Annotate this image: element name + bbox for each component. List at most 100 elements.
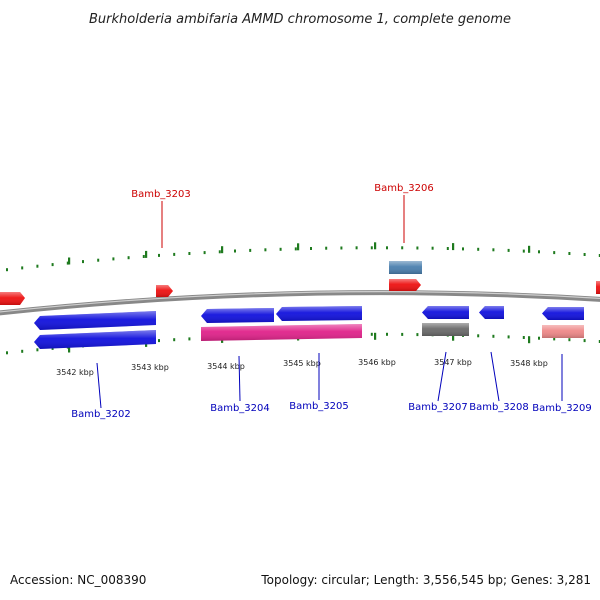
upper-minor-tick: [598, 254, 600, 257]
leader-line-3204: [238, 355, 241, 402]
map-title: Burkholderia ambifaria AMMD chromosome 1…: [89, 12, 511, 27]
leader-line-3208: [490, 351, 500, 402]
upper-minor-tick: [21, 266, 24, 270]
upper-minor-tick: [431, 246, 434, 250]
upper-minor-tick: [127, 256, 130, 260]
upper-minor-tick: [446, 247, 449, 250]
forward-leader-lines: [161, 195, 405, 248]
gene-forward-3206[interactable]: [389, 279, 421, 291]
upper-major-tick: [452, 243, 455, 251]
upper-major-tick: [68, 257, 71, 265]
leader-line-3202: [96, 362, 102, 409]
upper-minor-tick: [370, 246, 373, 250]
gene-label-3207[interactable]: Bamb_3207: [408, 402, 468, 413]
reverse-leader-lines: [96, 351, 563, 409]
lower-major-tick: [68, 345, 71, 353]
upper-minor-tick: [568, 252, 571, 255]
gene-reverse-3208[interactable]: [479, 306, 504, 319]
gene-feature-steel[interactable]: [389, 261, 422, 274]
tick-label-3545: 3545 kbp: [283, 359, 321, 368]
accession-text: Accession: NC_008390: [10, 573, 147, 587]
upper-minor-tick: [553, 251, 556, 255]
gene-label-3204[interactable]: Bamb_3204: [210, 403, 270, 414]
upper-minor-tick: [173, 252, 176, 256]
gene-label-3208[interactable]: Bamb_3208: [469, 402, 529, 413]
chromosome-backbone: [0, 290, 600, 316]
upper-minor-tick: [416, 246, 419, 250]
gene-reverse-3202-b[interactable]: [34, 330, 156, 349]
upper-minor-tick: [203, 251, 206, 255]
gene-reverse-3204[interactable]: [201, 308, 274, 323]
upper-minor-tick: [66, 261, 69, 265]
upper-minor-tick: [401, 246, 404, 250]
upper-minor-tick: [492, 248, 495, 252]
upper-minor-ticks: [6, 246, 600, 272]
upper-minor-tick: [507, 248, 510, 252]
upper-minor-tick: [51, 263, 54, 267]
tick-label-3548: 3548 kbp: [510, 359, 548, 368]
upper-minor-tick: [310, 247, 312, 250]
lower-minor-tick: [158, 339, 160, 343]
lower-minor-tick: [21, 349, 24, 353]
upper-minor-tick: [36, 264, 39, 268]
upper-minor-tick: [279, 247, 282, 251]
upper-minor-tick: [386, 246, 388, 250]
upper-minor-tick: [188, 252, 191, 255]
upper-major-ticks: [68, 242, 531, 265]
gene-forward-3203[interactable]: [156, 285, 173, 297]
upper-major-tick: [145, 250, 148, 258]
upper-major-tick: [221, 246, 224, 254]
gene-feature-gray[interactable]: [422, 323, 469, 336]
gene-reverse-3205[interactable]: [276, 306, 362, 321]
gene-label-3206[interactable]: Bamb_3206: [374, 183, 434, 194]
upper-minor-tick: [6, 268, 8, 272]
upper-minor-tick: [249, 248, 252, 252]
lower-minor-tick: [507, 335, 510, 339]
upper-minor-tick: [325, 246, 328, 250]
lower-major-tick: [528, 336, 531, 344]
upper-minor-tick: [538, 250, 540, 254]
gene-forward-left-edge[interactable]: [0, 292, 25, 305]
chromosome-backbone-highlight: [0, 290, 600, 313]
upper-minor-tick: [583, 253, 586, 256]
lower-minor-tick: [477, 334, 480, 338]
upper-minor-tick: [142, 255, 145, 258]
lower-minor-tick: [538, 336, 540, 340]
tick-label-3543: 3543 kbp: [131, 363, 169, 372]
upper-minor-tick: [158, 253, 160, 257]
lower-minor-tick: [386, 332, 388, 336]
lower-minor-tick: [416, 333, 419, 337]
tick-label-3542: 3542 kbp: [56, 368, 94, 377]
gene-forward-right-edge[interactable]: [596, 281, 600, 294]
upper-minor-tick: [294, 247, 297, 251]
gene-feature-magenta[interactable]: [201, 324, 362, 341]
upper-minor-tick: [112, 257, 115, 261]
upper-minor-tick: [234, 249, 236, 253]
gene-label-3205[interactable]: Bamb_3205: [289, 401, 349, 412]
lower-minor-tick: [553, 337, 556, 341]
upper-minor-tick: [522, 249, 525, 253]
tick-label-3544: 3544 kbp: [207, 362, 245, 371]
lower-minor-tick: [6, 351, 8, 355]
gene-reverse-3209[interactable]: [542, 307, 584, 320]
lower-minor-tick: [370, 332, 373, 336]
lower-major-tick: [452, 333, 455, 341]
upper-major-tick: [297, 243, 300, 251]
lower-minor-tick: [583, 339, 586, 343]
upper-minor-tick: [218, 250, 221, 254]
gene-reverse-3202-a[interactable]: [34, 311, 156, 330]
upper-minor-tick: [340, 246, 343, 250]
gene-feature-pink[interactable]: [542, 325, 584, 338]
upper-major-tick: [374, 242, 377, 250]
gene-label-3209[interactable]: Bamb_3209: [532, 403, 592, 414]
lower-minor-tick: [568, 338, 571, 342]
lower-minor-tick: [401, 332, 404, 336]
upper-major-tick: [528, 245, 531, 253]
lower-minor-tick: [598, 340, 600, 343]
gene-reverse-3207[interactable]: [422, 306, 469, 319]
lower-major-tick: [374, 332, 377, 340]
genome-stats-text: Topology: circular; Length: 3,556,545 bp…: [261, 573, 591, 587]
gene-label-3202[interactable]: Bamb_3202: [71, 409, 131, 420]
gene-label-3203[interactable]: Bamb_3203: [131, 189, 191, 200]
